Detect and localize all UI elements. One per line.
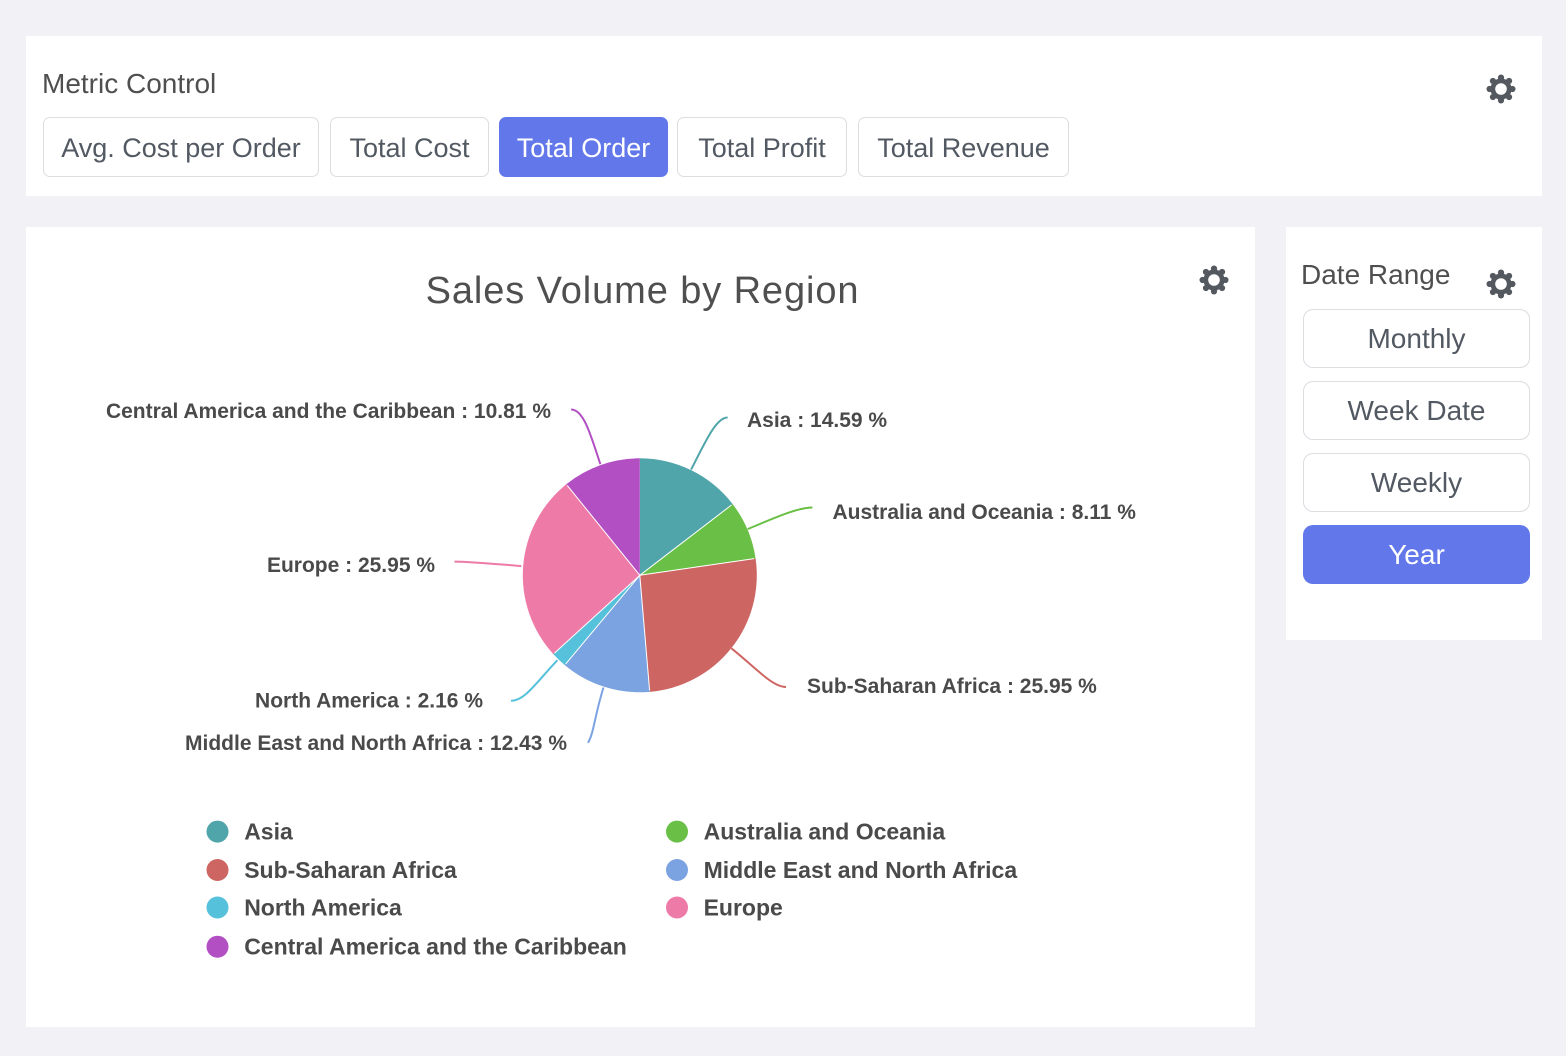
svg-text:Sub-Saharan Africa: Sub-Saharan Africa	[244, 857, 457, 883]
svg-text:Middle East and North Africa: Middle East and North Africa	[704, 857, 1018, 883]
svg-text:Central America and the Caribb: Central America and the Caribbean	[244, 934, 627, 960]
svg-text:North America : 2.16 %: North America : 2.16 %	[255, 690, 483, 713]
svg-text:Middle East and North Africa :: Middle East and North Africa : 12.43 %	[185, 732, 567, 755]
svg-text:Asia: Asia	[244, 819, 293, 845]
svg-text:Australia and Oceania: Australia and Oceania	[704, 819, 946, 845]
svg-text:Asia : 14.59 %: Asia : 14.59 %	[747, 409, 887, 432]
svg-text:Central America and the Caribb: Central America and the Caribbean : 10.8…	[106, 400, 551, 423]
svg-text:North America: North America	[244, 895, 402, 921]
svg-text:Europe: Europe	[704, 895, 783, 921]
svg-text:Europe : 25.95 %: Europe : 25.95 %	[267, 554, 435, 577]
svg-text:Australia and Oceania : 8.11 %: Australia and Oceania : 8.11 %	[833, 501, 1137, 524]
svg-text:Sub-Saharan Africa : 25.95 %: Sub-Saharan Africa : 25.95 %	[807, 675, 1097, 698]
